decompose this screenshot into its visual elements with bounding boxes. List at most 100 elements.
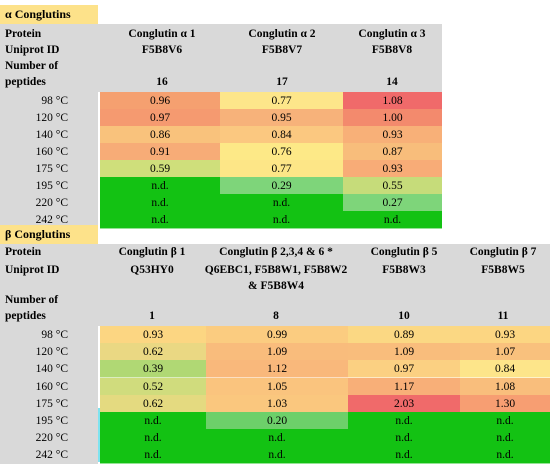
table-row: 98 °C 0.93 0.99 0.89 0.93 [0,326,550,344]
alpha-uniprot-row: Uniprot ID F5B8V6 F5B8V7 F5B8V8 [0,44,442,58]
value-cell: 0.93 [460,326,550,344]
uniprot-label: Uniprot ID [5,44,60,56]
value-cell: 0.20 [206,412,348,430]
selection-edge-marker [98,408,100,462]
beta-uniprot-id: Q6EBC1, F5B8W1, F5B8W2 [204,264,348,276]
table-row: 195 °C n.d. 0.29 0.55 [0,177,442,195]
uniprot-label: Uniprot ID [5,264,60,276]
table-row: 242 °C n.d. n.d. n.d. [0,211,442,229]
temperature-label: 98 °C [0,326,98,344]
beta-uniprot-id: F5B8W3 [382,264,426,276]
beta-peptide-count: 11 [497,310,509,322]
temperature-label: 242 °C [0,211,98,229]
value-cell: n.d. [100,194,220,212]
beta-protein-row: Protein Conglutin β 1 Conglutin β 2,3,4 … [0,246,550,260]
value-cell: 0.99 [206,326,348,344]
value-cell: n.d. [100,177,220,195]
value-cell: 1.00 [343,109,442,127]
alpha-col-name: Conglutin α 3 [358,28,426,40]
beta-col-name: Conglutin β 7 [469,246,537,258]
value-cell: n.d. [460,446,550,465]
alpha-section-title: α Conglutins [0,5,98,24]
temperature-label: 242 °C [0,446,98,465]
value-cell: n.d. [206,446,348,465]
table-row: 140 °C 0.86 0.84 0.93 [0,126,442,144]
value-cell: n.d. [460,429,550,448]
value-cell: 0.95 [220,109,343,127]
value-cell: 1.03 [206,394,348,413]
beta-peptide-count: 10 [398,310,410,322]
table-row: 175 °C 0.62 1.03 2.03 1.30 [0,394,550,413]
peptides-label: Number of [5,294,59,306]
table-row: 220 °C n.d. n.d. n.d. n.d. [0,429,550,448]
value-cell: 1.30 [460,394,550,413]
alpha-header [0,24,442,92]
value-cell: 1.07 [460,343,550,362]
value-cell: 0.77 [220,92,343,110]
value-cell: n.d. [348,412,460,430]
value-cell: 2.03 [348,394,460,413]
value-cell: 0.39 [100,360,206,379]
beta-col-name: Conglutin β 1 [118,246,186,258]
value-cell: 0.97 [100,109,220,127]
value-cell: 0.27 [343,194,442,212]
alpha-col-name: Conglutin α 1 [128,28,196,40]
temperature-label: 140 °C [0,360,98,379]
alpha-peptides-row2: peptides 16 17 14 [0,76,442,90]
value-cell: 0.52 [100,377,206,396]
temperature-label: 195 °C [0,177,98,195]
alpha-peptide-count: 16 [156,76,168,88]
value-cell: 0.96 [100,92,220,110]
alpha-uniprot-id: F5B8V6 [141,44,183,56]
value-cell: 0.62 [100,343,206,362]
beta-uniprot-row2: & F5B8W4 [0,280,550,294]
value-cell: 0.84 [460,360,550,379]
table-row: 195 °C n.d. 0.20 n.d. n.d. [0,412,550,430]
value-cell: 0.55 [343,177,442,195]
beta-uniprot-row: Uniprot ID Q53HY0 Q6EBC1, F5B8W1, F5B8W2… [0,264,550,278]
temperature-label: 160 °C [0,377,98,396]
table-row: 160 °C 0.52 1.05 1.17 1.08 [0,377,550,396]
value-cell: n.d. [100,429,206,448]
value-cell: n.d. [348,429,460,448]
value-cell: 0.97 [348,360,460,379]
value-cell: 0.91 [100,143,220,161]
value-cell: 1.09 [348,343,460,362]
value-cell: 0.59 [100,160,220,178]
peptides-label: peptides [5,76,46,88]
value-cell: 0.77 [220,160,343,178]
value-cell: 0.89 [348,326,460,344]
value-cell: n.d. [220,211,343,229]
table-row: 120 °C 0.97 0.95 1.00 [0,109,442,127]
table-row: 120 °C 0.62 1.09 1.09 1.07 [0,343,550,362]
temperature-label: 140 °C [0,126,98,144]
beta-uniprot-id-cont: & F5B8W4 [248,280,304,292]
value-cell: n.d. [100,446,206,465]
protein-label: Protein [5,28,42,40]
value-cell: 1.05 [206,377,348,396]
table-row: 220 °C n.d. n.d. 0.27 [0,194,442,212]
value-cell: 0.29 [220,177,343,195]
beta-col-name: Conglutin β 2,3,4 & 6 * [219,246,333,258]
temperature-label: 160 °C [0,143,98,161]
value-cell: 0.76 [220,143,343,161]
temperature-label: 120 °C [0,343,98,362]
alpha-uniprot-id: F5B8V7 [261,44,303,56]
value-cell: 0.84 [220,126,343,144]
beta-uniprot-id: F5B8W5 [481,264,525,276]
peptides-label: Number of [5,60,59,72]
beta-uniprot-id: Q53HY0 [130,264,174,276]
alpha-peptides-row1: Number of [0,60,442,74]
temperature-label: 120 °C [0,109,98,127]
value-cell: 0.93 [343,126,442,144]
alpha-uniprot-id: F5B8V8 [371,44,413,56]
value-cell: n.d. [460,412,550,430]
temperature-label: 175 °C [0,160,98,178]
table-row: 242 °C n.d. n.d. n.d. n.d. [0,446,550,465]
value-cell: 1.08 [460,377,550,396]
beta-header [0,244,550,326]
alpha-peptide-count: 17 [276,76,288,88]
alpha-protein-row: Protein Conglutin α 1 Conglutin α 2 Cong… [0,28,442,42]
temperature-label: 195 °C [0,412,98,430]
value-cell: n.d. [343,211,442,229]
